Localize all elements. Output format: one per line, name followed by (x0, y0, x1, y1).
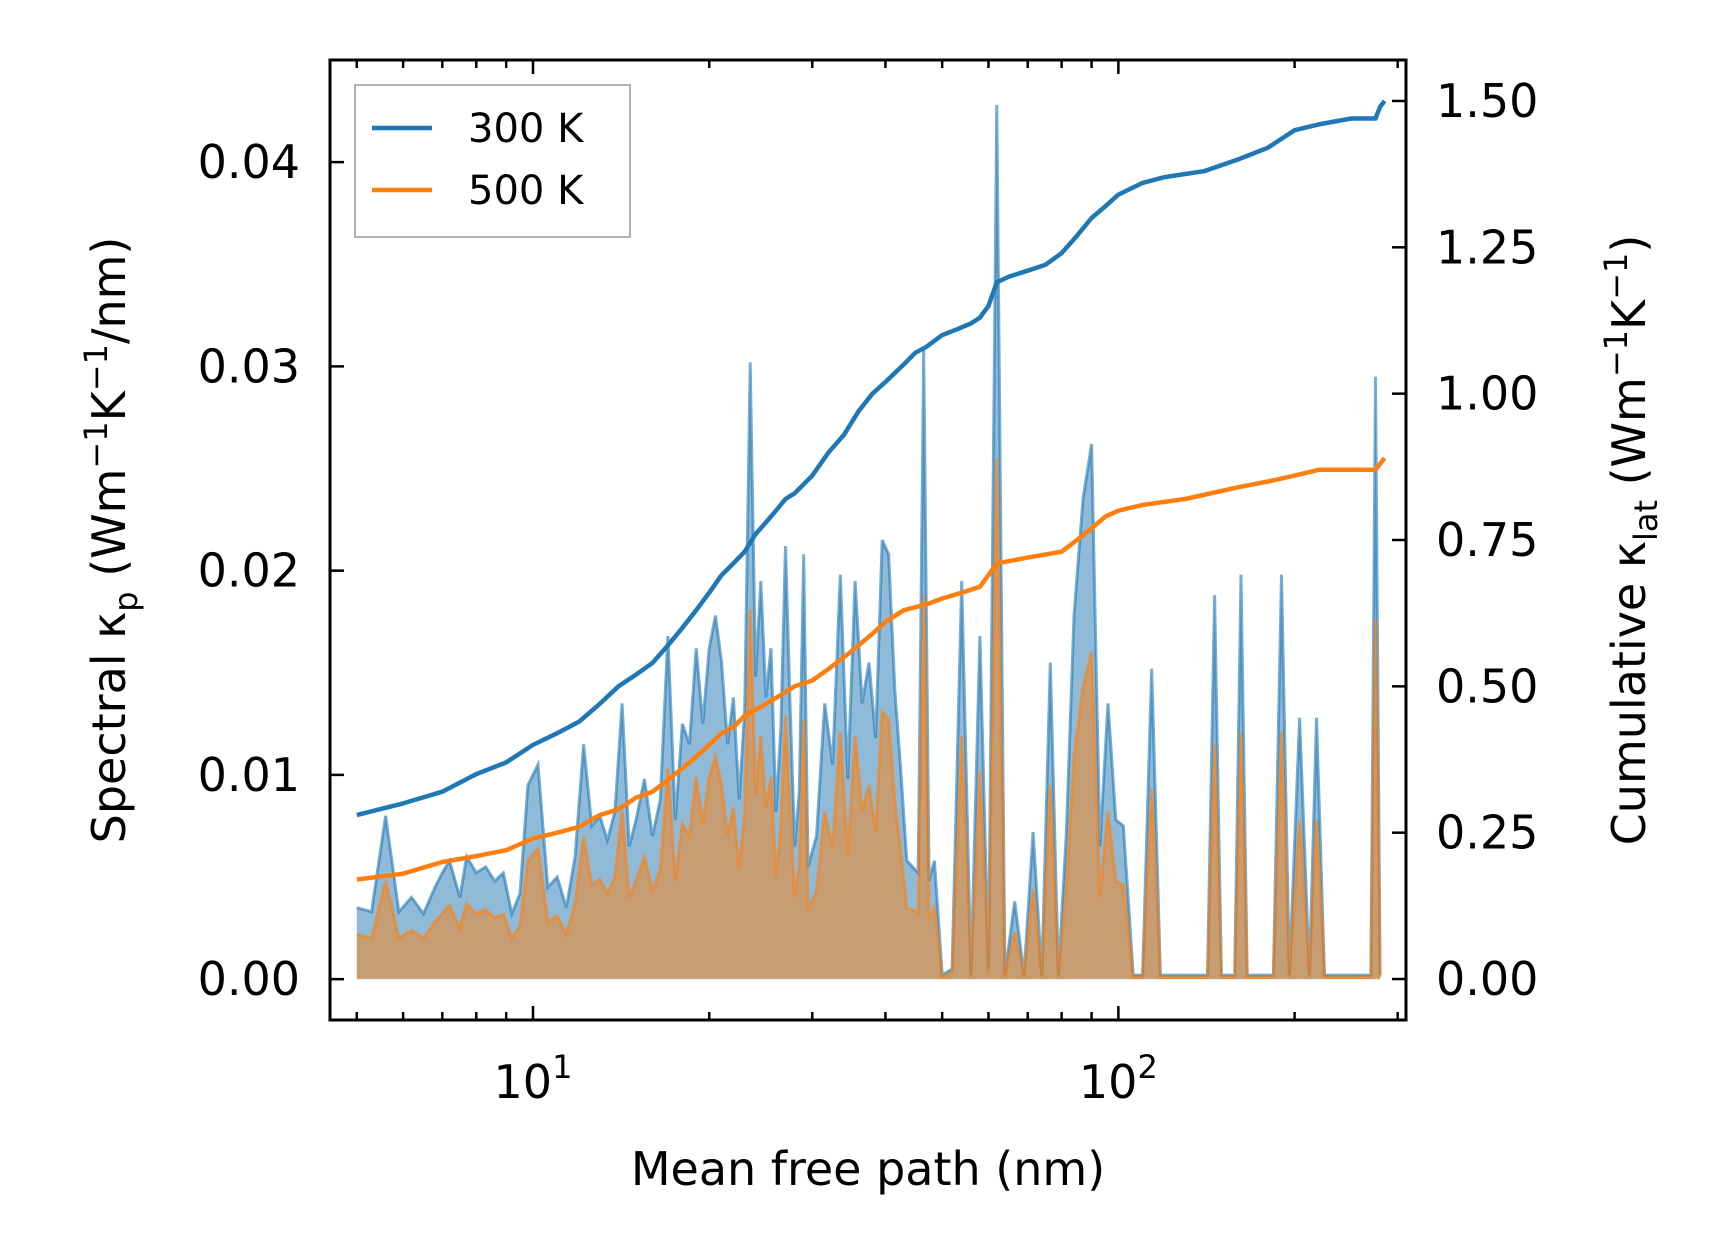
spectral-line-layer (356, 104, 1382, 980)
y-right-tick-label: 0.00 (1436, 952, 1538, 1006)
legend-box (354, 84, 631, 238)
y-right-tick-label: 0.25 (1436, 806, 1538, 860)
y-left-axis-title: Spectral κp (Wm−1K−1/nm) (77, 237, 145, 844)
y-right-tick-label: 0.50 (1436, 659, 1538, 713)
y-right-tick-label: 1.00 (1436, 367, 1538, 421)
cumulative-line-layer (356, 99, 1387, 882)
y-right-tick-label: 1.25 (1436, 220, 1538, 274)
y-left-tick-label: 0.03 (198, 339, 300, 393)
y-right-axis-ticks: 0.00 0.25 0.50 0.75 1.00 1.25 1.50 (1392, 74, 1538, 1006)
cumulative-line-300k (356, 99, 1387, 818)
y-right-tick-label: 0.75 (1436, 513, 1538, 567)
cumulative-line-500k (356, 456, 1387, 882)
legend: 300 K 500 K (354, 84, 631, 238)
y-left-tick-label: 0.04 (198, 135, 300, 189)
legend-label-300k: 300 K (468, 106, 585, 152)
legend-label-500k: 500 K (468, 168, 585, 214)
x-axis-title: Mean free path (nm) (631, 1142, 1105, 1196)
spectral-line-300k (356, 104, 1382, 978)
y-left-tick-label: 0.01 (198, 748, 300, 802)
y-left-axis-ticks: 0.00 0.01 0.02 0.03 0.04 (198, 135, 344, 1006)
y-right-tick-label: 1.50 (1436, 74, 1538, 128)
y-left-tick-label: 0.02 (198, 544, 300, 598)
y-left-tick-label: 0.00 (198, 952, 300, 1006)
spectral-line-500k (356, 458, 1382, 980)
